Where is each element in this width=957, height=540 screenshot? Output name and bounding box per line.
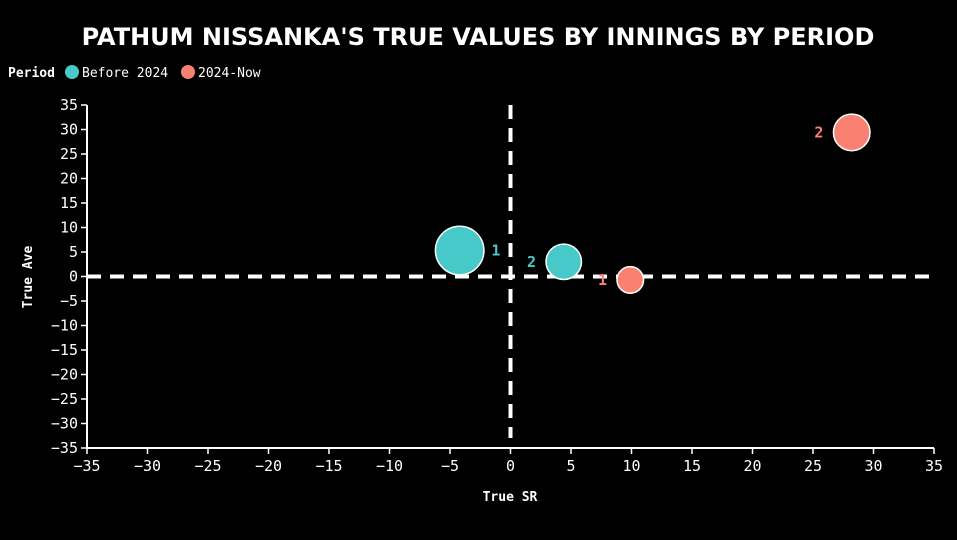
legend-swatch-2024-now [181,65,195,79]
y-tick-label: 20 [60,170,78,188]
x-tick-label: 20 [743,457,761,475]
y-tick-label: 35 [60,96,78,114]
legend: Period Before 2024 2024-Now [8,65,261,81]
data-points: 1 2 1 2 [434,113,871,294]
legend-label-2024-now: 2024-Now [198,66,261,81]
y-tick-label: −10 [51,317,78,335]
y-axis-label: True Ave [21,246,36,309]
y-tick-label: −15 [51,341,78,359]
x-tick-label: −15 [315,457,342,475]
point-label: 1 [598,271,607,289]
y-tick-label: −35 [51,439,78,457]
x-axis-label: True SR [483,490,538,505]
y-tick-label: −5 [60,292,78,310]
chart-title: PATHUM NISSANKA'S TRUE VALUES BY INNINGS… [82,23,875,51]
x-tick-label: −25 [194,457,221,475]
x-tick-label: 30 [864,457,882,475]
x-tick-label: −10 [376,457,403,475]
y-tick-label: −20 [51,366,78,384]
y-tick-label: 5 [69,243,78,261]
y-tick-label: 15 [60,194,78,212]
point-label: 2 [814,123,823,141]
axes: −35 −30 −25 −20 −15 −10 −5 0 5 10 15 20 25 30 35353025… [51,96,943,475]
point-label: 1 [491,242,500,260]
x-tick-label: 25 [804,457,822,475]
y-tick-label: 30 [60,121,78,139]
x-tick-label: 15 [683,457,701,475]
point-2024-now-2 [832,113,871,152]
y-tick-label: 25 [60,145,78,163]
y-tick-label: −30 [51,415,78,433]
y-tick-label: 0 [69,268,78,286]
y-tick-label: −25 [51,390,78,408]
legend-label-before-2024: Before 2024 [82,66,168,81]
point-label: 2 [527,253,536,271]
point-2024-now-1 [616,265,645,294]
x-tick-label: 35 [925,457,943,475]
legend-title: Period [8,66,55,81]
x-tick-label: −30 [134,457,161,475]
x-tick-label: −5 [441,457,459,475]
x-tick-label: 5 [566,457,575,475]
x-tick-label: −20 [255,457,282,475]
x-tick-label: 0 [506,457,515,475]
reference-lines [87,105,934,438]
point-before-2024-2 [545,243,583,281]
legend-swatch-before-2024 [65,65,79,79]
y-tick-label: 10 [60,219,78,237]
x-tick-label: 10 [622,457,640,475]
x-tick-label: −35 [73,457,100,475]
point-before-2024-1 [434,225,485,276]
